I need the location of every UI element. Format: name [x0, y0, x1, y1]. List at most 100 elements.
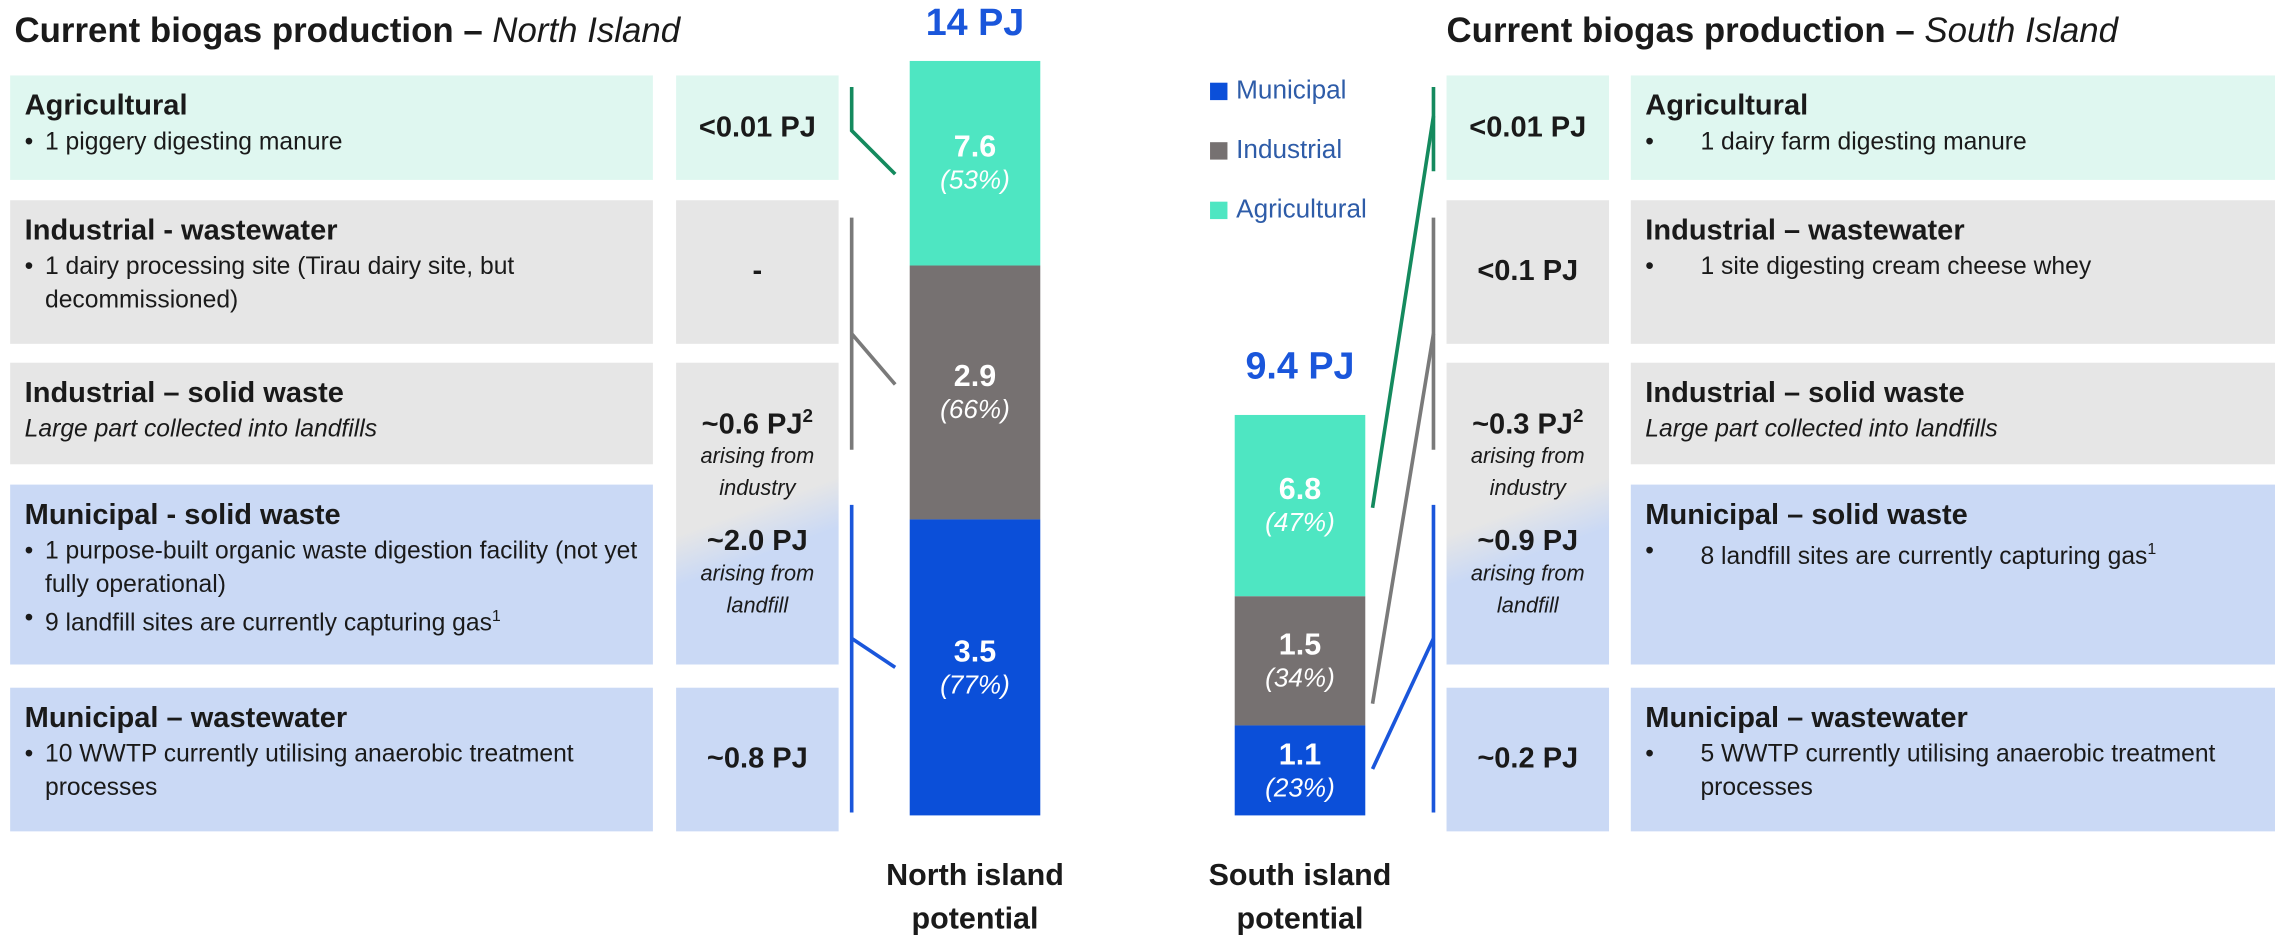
- bullet-text: 1 piggery digesting manure: [44, 127, 343, 156]
- legend-item: Agricultural: [1210, 194, 1367, 224]
- footnote-ref: 1: [2147, 541, 2157, 559]
- category-box: Industrial – solid waste Large part colle…: [10, 362, 653, 465]
- value-cell: -: [676, 200, 839, 344]
- segment-share: (77%): [940, 669, 1010, 699]
- legend-swatch: [1210, 81, 1228, 100]
- value-cell: <0.01 PJ: [1446, 75, 1610, 180]
- footnote-ref: 1: [491, 607, 501, 626]
- bullet-text: 9 landfill sites are currently capturing…: [44, 608, 492, 637]
- cell-value: ~0.8 PJ: [707, 743, 808, 776]
- category-heading: Municipal - solid waste: [24, 499, 341, 532]
- title-text: Current biogas production: [1446, 11, 1886, 51]
- cell-value: ~0.2 PJ: [1477, 743, 1578, 776]
- value-cell: <0.1 PJ: [1446, 200, 1610, 344]
- value-cell: ~0.2 PJ: [1446, 687, 1610, 832]
- cell-value: -: [753, 255, 763, 288]
- legend-label: Industrial: [1236, 134, 1343, 164]
- cell-value: ~0.9 PJ: [1477, 526, 1578, 559]
- category-note: Large part collected into landfills: [24, 414, 378, 443]
- category-box: Municipal - solid waste 1 purpose-built o…: [10, 484, 653, 665]
- value-text: ~0.2 PJ: [1477, 742, 1579, 775]
- value-text: <0.01 PJ: [698, 110, 816, 143]
- value-text: <0.1 PJ: [1477, 255, 1579, 288]
- value-text: <0.01 PJ: [1469, 110, 1587, 143]
- bar-segment: 7.6 (53%): [909, 60, 1041, 266]
- legend-swatch: [1210, 141, 1228, 159]
- cell-note: arising from industry: [700, 444, 815, 502]
- category-heading: Agricultural: [24, 89, 188, 122]
- category-heading: Industrial – solid waste: [1645, 377, 1965, 410]
- cell-value: <0.1 PJ: [1477, 255, 1578, 288]
- connector: [1370, 115, 1436, 509]
- value-text: ~2.0 PJ: [706, 525, 808, 558]
- value-cell: ~0.6 PJ2 arising from industry ~2.0 PJ aris…: [676, 362, 839, 665]
- category-heading: Industrial - wastewater: [24, 214, 338, 247]
- connector: [850, 332, 897, 386]
- connector: [850, 636, 897, 669]
- segment-value: 1.1: [1278, 737, 1322, 772]
- connector: [1370, 333, 1436, 704]
- value-text: ~0.3 PJ: [1472, 408, 1573, 441]
- cell-note: arising from landfill: [700, 561, 815, 619]
- value-cell: ~0.8 PJ: [676, 687, 839, 832]
- bar-total: 9.4 PJ: [1245, 343, 1355, 388]
- value-cell: ~0.3 PJ2 arising from industry ~0.9 PJ aris…: [1446, 362, 1610, 665]
- cell-value: ~2.0 PJ: [707, 526, 808, 559]
- segment-share: (47%): [1265, 507, 1335, 537]
- legend-item: Industrial: [1210, 135, 1342, 165]
- category-heading: Municipal – solid waste: [1645, 499, 1968, 532]
- category-box: Industrial – solid waste Large part colle…: [1630, 362, 2275, 465]
- category-heading: Municipal – wastewater: [24, 702, 348, 735]
- bar-label: South island potential: [1208, 858, 1392, 936]
- cell-value: ~0.6 PJ2: [702, 404, 813, 441]
- segment-value: 7.6: [953, 130, 997, 164]
- category-heading: Agricultural: [1645, 89, 1809, 122]
- bullet-text: 1 dairy processing site (Tirau dairy sit…: [44, 252, 515, 314]
- bullet-text: 1 site digesting cream cheese whey: [1700, 252, 2092, 281]
- segment-value: 3.5: [953, 634, 997, 669]
- bullet: 10 WWTP currently utilising anaerobic tr…: [25, 737, 639, 804]
- bullet-text: 10 WWTP currently utilising anaerobic tr…: [44, 739, 574, 801]
- footnote-ref: 2: [1572, 404, 1584, 427]
- title-subtitle: North Island: [492, 11, 681, 51]
- segment-share: (23%): [1265, 772, 1335, 802]
- category-box: Municipal – solid waste 8 landfill sites …: [1630, 484, 2275, 665]
- value-cell: <0.01 PJ: [676, 75, 839, 180]
- cell-value: <0.01 PJ: [699, 111, 816, 144]
- bar-segment: 3.5 (77%): [909, 519, 1041, 816]
- bullet: 1 dairy processing site (Tirau dairy sit…: [25, 250, 639, 317]
- segment-value: 1.5: [1278, 628, 1322, 662]
- legend-swatch: [1210, 200, 1228, 219]
- cell-value: ~0.3 PJ2: [1472, 404, 1583, 441]
- bullet: 9 landfill sites are currently capturing…: [25, 601, 639, 640]
- value-text: -: [752, 255, 763, 288]
- bullet: 1 purpose-built organic waste digestion …: [25, 534, 639, 601]
- bar-segment: 2.9 (66%): [909, 265, 1041, 520]
- value-text: ~0.8 PJ: [706, 742, 808, 775]
- segment-value: 6.8: [1278, 472, 1322, 507]
- section-title: Current biogas production – South Island: [1446, 11, 2119, 51]
- connector: [1370, 637, 1436, 770]
- cell-note: arising from landfill: [1470, 561, 1585, 619]
- legend-label: Agricultural: [1236, 194, 1367, 224]
- legend-item: Municipal: [1210, 75, 1346, 105]
- segment-value: 2.9: [953, 359, 997, 394]
- segment-share: (34%): [1265, 663, 1335, 693]
- bullet: 1 site digesting cream cheese whey: [1645, 250, 2260, 283]
- bar-segment: 1.1 (23%): [1234, 725, 1366, 816]
- category-heading: Industrial – wastewater: [1645, 214, 1965, 247]
- category-box: Agricultural 1 dairy farm digesting manur…: [1630, 75, 2275, 180]
- category-heading: Municipal – wastewater: [1645, 702, 1968, 735]
- bullet: 1 piggery digesting manure: [25, 125, 639, 158]
- bar-segment: 6.8 (47%): [1234, 414, 1366, 597]
- bullet-text: 8 landfill sites are currently capturing…: [1700, 542, 2148, 570]
- cell-note: arising from industry: [1470, 444, 1585, 502]
- category-box: Municipal – wastewater 10 WWTP currently …: [10, 687, 653, 832]
- bullet: 5 WWTP currently utilising anaerobic tre…: [1645, 737, 2260, 804]
- cell-value: <0.01 PJ: [1469, 111, 1586, 144]
- value-text: ~0.6 PJ: [701, 408, 803, 441]
- bullet-text: 1 purpose-built organic waste digestion …: [44, 536, 638, 598]
- section-title: Current biogas production – North Island: [14, 11, 681, 51]
